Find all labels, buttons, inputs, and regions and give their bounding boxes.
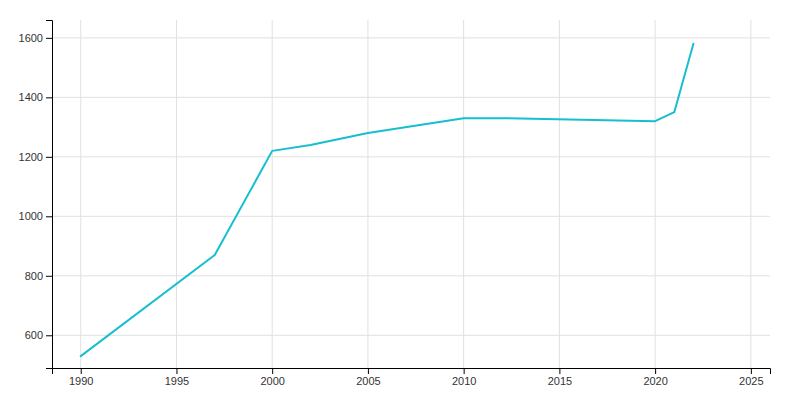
x-tick-mark — [81, 368, 82, 374]
x-tick-label: 1990 — [69, 375, 93, 387]
y-tick-label: 1200 — [19, 151, 43, 163]
x-tick-label: 1995 — [165, 375, 189, 387]
grid-line-x — [655, 20, 656, 368]
y-axis: 600 800 1000 1200 1400 1600 — [19, 21, 53, 369]
x-tick-mark — [751, 368, 752, 374]
x-tick-label: 2005 — [356, 375, 380, 387]
y-tick-label: 1400 — [19, 91, 43, 103]
y-tick: 1600 — [19, 32, 52, 44]
x-tick: 2010 — [452, 368, 476, 387]
y-tick: 600 — [25, 329, 52, 341]
y-axis-line — [46, 21, 53, 369]
grid-line-y — [52, 97, 770, 98]
grid-line-x — [80, 20, 81, 368]
x-tick-label: 2025 — [739, 375, 763, 387]
x-tick-mark — [368, 368, 369, 374]
grid-line-x — [750, 20, 751, 368]
x-axis-line — [53, 369, 771, 375]
x-tick: 1990 — [69, 368, 93, 387]
grid-line-y — [52, 335, 770, 336]
grid-line-y — [52, 275, 770, 276]
grid-line-x — [176, 20, 177, 368]
y-tick-mark — [46, 216, 52, 217]
y-tick-mark — [46, 335, 52, 336]
y-tick-mark — [46, 97, 52, 98]
x-tick: 2015 — [548, 368, 572, 387]
x-tick-label: 2015 — [548, 375, 572, 387]
x-tick-mark — [464, 368, 465, 374]
marks — [81, 44, 694, 356]
y-tick-label: 800 — [25, 270, 43, 282]
grid-line-x — [367, 20, 368, 368]
grid-line-x — [559, 20, 560, 368]
y-tick-label: 1600 — [19, 32, 43, 44]
x-tick: 2005 — [356, 368, 380, 387]
x-tick: 2020 — [643, 368, 667, 387]
x-tick-label: 2000 — [260, 375, 284, 387]
y-tick: 1400 — [19, 91, 52, 103]
x-tick: 2025 — [739, 368, 763, 387]
x-tick: 2000 — [260, 368, 284, 387]
y-tick: 1200 — [19, 151, 52, 163]
x-tick-label: 2010 — [452, 375, 476, 387]
x-tick-mark — [559, 368, 560, 374]
grid-line-y — [52, 216, 770, 217]
grid-line-x — [463, 20, 464, 368]
grid — [52, 20, 770, 368]
y-tick-mark — [46, 38, 52, 39]
line — [81, 44, 694, 356]
x-axis: 1990 1995 2000 2005 2010 2015 2020 2025 — [53, 368, 771, 387]
y-tick-mark — [46, 276, 52, 277]
y-tick-mark — [46, 157, 52, 158]
x-tick: 1995 — [165, 368, 189, 387]
y-tick: 800 — [25, 270, 52, 282]
y-tick: 1000 — [19, 210, 52, 222]
x-tick-mark — [655, 368, 656, 374]
plot-area: 1990 1995 2000 2005 2010 2015 2020 2025 600 800 10… — [19, 20, 771, 387]
x-tick-mark — [272, 368, 273, 374]
grid-line-y — [52, 156, 770, 157]
y-tick-label: 1000 — [19, 210, 43, 222]
grid-line-y — [52, 37, 770, 38]
grid-line-x — [272, 20, 273, 368]
chart: 1990 1995 2000 2005 2010 2015 2020 2025 600 800 10… — [0, 0, 800, 400]
x-tick-mark — [176, 368, 177, 374]
y-tick-label: 600 — [25, 329, 43, 341]
x-tick-label: 2020 — [643, 375, 667, 387]
